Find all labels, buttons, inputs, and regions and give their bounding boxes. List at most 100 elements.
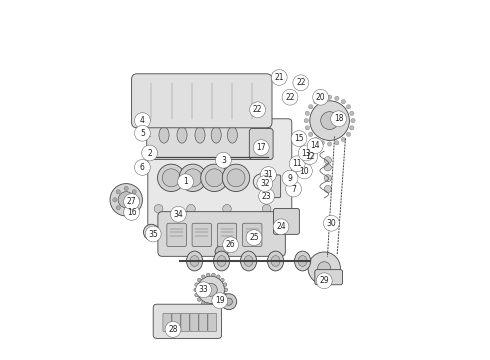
Text: 19: 19	[215, 296, 224, 305]
FancyBboxPatch shape	[147, 111, 268, 159]
Ellipse shape	[272, 71, 286, 82]
Circle shape	[134, 113, 150, 129]
Text: 28: 28	[168, 325, 178, 334]
Circle shape	[271, 69, 287, 85]
Circle shape	[341, 99, 345, 104]
Circle shape	[217, 275, 220, 279]
Text: 6: 6	[140, 163, 145, 172]
Circle shape	[309, 105, 313, 109]
Circle shape	[335, 141, 339, 145]
Circle shape	[350, 111, 354, 116]
FancyBboxPatch shape	[249, 129, 273, 159]
FancyBboxPatch shape	[148, 119, 292, 227]
Circle shape	[316, 273, 332, 289]
Text: 4: 4	[140, 116, 145, 125]
Text: 3: 3	[221, 156, 226, 165]
Circle shape	[116, 190, 121, 194]
Circle shape	[196, 282, 212, 298]
Circle shape	[201, 301, 205, 305]
FancyBboxPatch shape	[192, 223, 212, 247]
FancyBboxPatch shape	[153, 304, 221, 338]
Text: 20: 20	[316, 93, 325, 102]
Circle shape	[302, 149, 318, 165]
FancyBboxPatch shape	[158, 212, 285, 256]
Text: 18: 18	[334, 114, 343, 123]
Circle shape	[135, 198, 140, 202]
Circle shape	[314, 99, 318, 104]
Circle shape	[162, 169, 180, 187]
Ellipse shape	[244, 256, 253, 266]
Ellipse shape	[227, 127, 238, 143]
Circle shape	[113, 198, 117, 202]
Circle shape	[289, 156, 305, 172]
Circle shape	[116, 206, 121, 210]
Circle shape	[144, 224, 159, 240]
Circle shape	[327, 142, 332, 146]
Text: 2: 2	[147, 149, 152, 158]
Circle shape	[132, 206, 136, 210]
Circle shape	[310, 101, 349, 140]
Circle shape	[259, 188, 274, 204]
Circle shape	[222, 204, 231, 213]
Text: 14: 14	[310, 141, 320, 150]
Circle shape	[314, 138, 318, 142]
Text: 34: 34	[173, 210, 183, 219]
Circle shape	[197, 276, 224, 303]
Circle shape	[250, 102, 266, 118]
Circle shape	[222, 164, 250, 192]
Circle shape	[195, 293, 198, 297]
Circle shape	[201, 164, 228, 192]
Text: 12: 12	[305, 152, 315, 161]
Circle shape	[206, 303, 210, 306]
Circle shape	[204, 283, 217, 296]
Circle shape	[124, 186, 128, 191]
Circle shape	[132, 190, 136, 194]
Ellipse shape	[195, 127, 205, 143]
Circle shape	[134, 125, 150, 141]
Circle shape	[179, 164, 206, 192]
Circle shape	[123, 194, 140, 210]
Ellipse shape	[217, 256, 226, 266]
Circle shape	[324, 175, 331, 182]
FancyBboxPatch shape	[243, 223, 262, 247]
Circle shape	[212, 273, 215, 277]
Circle shape	[324, 164, 331, 171]
Circle shape	[187, 204, 196, 213]
Circle shape	[253, 140, 269, 156]
Circle shape	[142, 145, 157, 161]
Text: 27: 27	[127, 197, 136, 206]
Ellipse shape	[190, 256, 199, 266]
Circle shape	[118, 192, 134, 208]
Circle shape	[224, 288, 228, 292]
Circle shape	[212, 303, 215, 306]
Text: 24: 24	[276, 222, 286, 231]
FancyBboxPatch shape	[167, 223, 186, 247]
Text: 15: 15	[294, 134, 304, 143]
Circle shape	[223, 283, 227, 287]
Circle shape	[335, 96, 339, 100]
Circle shape	[309, 132, 313, 136]
Circle shape	[350, 126, 354, 130]
Circle shape	[307, 138, 323, 154]
Ellipse shape	[271, 256, 280, 266]
Ellipse shape	[211, 127, 221, 143]
Text: 33: 33	[199, 285, 208, 294]
Circle shape	[261, 167, 276, 183]
Circle shape	[304, 118, 308, 123]
Circle shape	[246, 230, 262, 246]
Text: 25: 25	[249, 233, 259, 242]
Text: 23: 23	[262, 192, 271, 201]
Text: 5: 5	[140, 129, 145, 138]
Circle shape	[305, 126, 310, 130]
Text: 22: 22	[253, 105, 262, 114]
Circle shape	[154, 125, 163, 134]
Text: 17: 17	[256, 143, 266, 152]
Circle shape	[257, 176, 273, 192]
Circle shape	[341, 138, 345, 142]
Circle shape	[324, 185, 331, 193]
FancyBboxPatch shape	[217, 223, 237, 247]
Text: 13: 13	[301, 149, 311, 158]
Circle shape	[282, 170, 298, 186]
Text: 1: 1	[183, 177, 188, 186]
Circle shape	[293, 75, 309, 91]
